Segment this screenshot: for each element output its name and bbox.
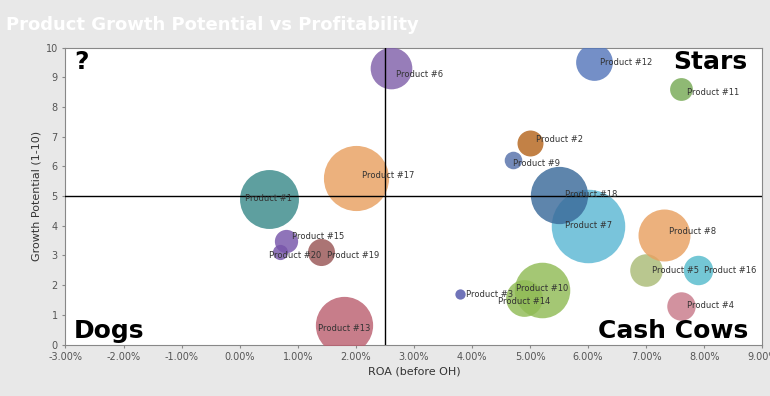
Point [338,322,350,328]
Point [454,291,467,297]
Text: Product #6: Product #6 [397,70,444,79]
Point [518,295,531,302]
Point [692,267,705,273]
Point [582,223,594,229]
Text: Product #1: Product #1 [245,194,292,204]
Y-axis label: Growth Potential (1-10): Growth Potential (1-10) [32,131,42,261]
Text: Product #20: Product #20 [269,251,321,260]
Text: Product #3: Product #3 [466,289,514,299]
Point [263,196,275,202]
Text: Product #7: Product #7 [564,221,611,230]
Point [588,59,600,65]
Text: Product #12: Product #12 [600,58,652,67]
Point [535,286,547,293]
Point [658,231,670,238]
Point [675,303,687,309]
Text: Product #18: Product #18 [565,190,618,199]
Text: Product #16: Product #16 [705,266,757,275]
Text: Product #17: Product #17 [362,171,414,180]
Text: Product #15: Product #15 [292,232,344,241]
Point [274,249,286,256]
X-axis label: ROA (before OH): ROA (before OH) [367,366,460,376]
Text: Product #19: Product #19 [326,251,379,260]
Text: Product #5: Product #5 [652,266,699,275]
Point [280,237,293,244]
Point [553,191,565,198]
Point [507,157,519,164]
Text: Dogs: Dogs [74,319,145,343]
Point [384,65,397,71]
Text: Product Growth Potential vs Profitability: Product Growth Potential vs Profitabilit… [6,16,419,34]
Text: Cash Cows: Cash Cows [598,319,748,343]
Point [675,86,687,92]
Text: Product #14: Product #14 [498,297,551,306]
Text: Product #10: Product #10 [515,284,567,293]
Text: Product #9: Product #9 [513,159,560,168]
Text: Product #11: Product #11 [687,88,739,97]
Text: Product #2: Product #2 [536,135,583,144]
Text: Stars: Stars [674,50,748,74]
Text: ?: ? [74,50,89,74]
Point [640,267,652,273]
Text: Product #13: Product #13 [318,324,370,333]
Point [350,175,362,181]
Text: Product #4: Product #4 [687,301,734,310]
Text: Product #8: Product #8 [669,227,717,236]
Point [315,249,327,256]
Point [524,139,536,146]
